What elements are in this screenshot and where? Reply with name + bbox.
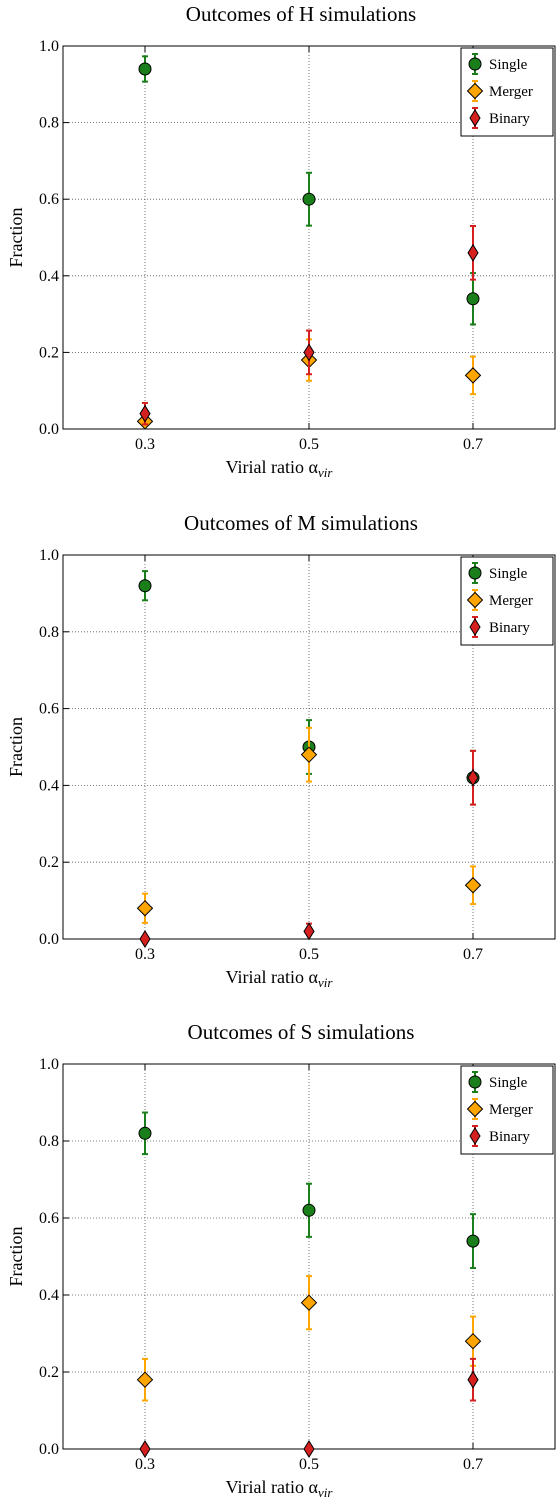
data-point (467, 768, 479, 787)
x-axis-label-subscript: vir (318, 975, 333, 990)
y-tick-label: 0.0 (39, 1441, 59, 1458)
y-tick-label: 0.2 (39, 344, 59, 361)
legend-label: Merger (489, 84, 533, 100)
data-point (139, 930, 151, 948)
y-axis-label: Fraction (6, 1227, 26, 1287)
x-tick-label: 0.5 (299, 1456, 319, 1473)
legend-marker (469, 109, 481, 127)
data-point (300, 746, 318, 763)
data-point (464, 877, 482, 894)
data-point (138, 1126, 152, 1140)
y-tick-label: 0.8 (39, 115, 59, 132)
legend-label: Binary (489, 111, 530, 127)
data-point (300, 1294, 318, 1311)
series-binary (139, 1357, 479, 1458)
y-tick-label: 0.0 (39, 931, 59, 948)
data-point (136, 900, 154, 917)
x-axis-label: Virial ratio αvir (226, 457, 334, 480)
legend-label: Merger (489, 1102, 533, 1118)
data-point (464, 1332, 482, 1350)
y-tick-label: 1.0 (39, 38, 59, 55)
series-single (138, 1111, 480, 1270)
y-tick-label: 0.2 (39, 1364, 59, 1381)
data-point (467, 1370, 479, 1389)
legend: Single Merger Binary (460, 1065, 554, 1155)
legend: Single Merger Binary (460, 47, 554, 137)
x-tick-label: 0.7 (463, 436, 483, 453)
series-single (138, 55, 480, 326)
legend: Single Merger Binary (460, 556, 554, 646)
legend-marker (469, 1127, 481, 1145)
data-point (138, 579, 152, 593)
y-tick-label: 0.2 (39, 854, 59, 871)
legend-label: Single (489, 566, 528, 582)
y-tick-label: 1.0 (39, 547, 59, 564)
x-tick-label: 0.7 (463, 946, 483, 963)
data-point (466, 1234, 480, 1248)
legend-marker (468, 566, 482, 580)
y-tick-label: 0.8 (39, 624, 59, 641)
x-tick-label: 0.3 (135, 946, 155, 963)
legend-label: Merger (489, 593, 533, 609)
x-tick-label: 0.3 (135, 1456, 155, 1473)
y-tick-label: 0.6 (39, 1210, 59, 1227)
series-merger (136, 1275, 482, 1402)
data-point (139, 1440, 151, 1458)
data-point (303, 1440, 315, 1458)
legend-marker (466, 1100, 484, 1118)
legend-marker (466, 591, 484, 609)
x-tick-label: 0.5 (299, 436, 319, 453)
x-axis-label-subscript: vir (318, 465, 333, 480)
y-tick-label: 0.8 (39, 1133, 59, 1150)
y-tick-label: 0.4 (39, 777, 59, 794)
legend-marker (468, 57, 482, 71)
y-tick-label: 0.0 (39, 421, 59, 438)
x-axis-label-subscript: vir (318, 1485, 333, 1500)
series-merger (136, 726, 482, 924)
legend-label: Single (489, 1075, 528, 1091)
chart-panel-3: Outcomes of S simulations 0.0 0.2 0.4 0.6 0.8… (6, 1020, 556, 1500)
data-point (466, 292, 480, 306)
x-tick-label: 0.5 (299, 946, 319, 963)
y-tick-label: 0.4 (39, 268, 59, 285)
data-point (464, 367, 482, 384)
data-point (302, 192, 316, 206)
y-tick-label: 1.0 (39, 1056, 59, 1073)
legend-label: Binary (489, 1129, 530, 1145)
data-point (138, 62, 152, 76)
series-binary (139, 749, 479, 948)
chart-title: Outcomes of S simulations (188, 1020, 415, 1044)
x-axis-label: Virial ratio αvir (226, 1477, 334, 1500)
data-point (302, 1203, 316, 1217)
data-point (467, 243, 479, 262)
legend-marker (468, 1075, 482, 1089)
y-tick-label: 0.6 (39, 191, 59, 208)
y-axis-label: Fraction (6, 208, 26, 268)
x-axis-label: Virial ratio αvir (226, 967, 334, 990)
chart-title: Outcomes of H simulations (186, 2, 416, 26)
series-binary (139, 225, 479, 426)
chart-title: Outcomes of M simulations (184, 511, 418, 535)
x-tick-label: 0.3 (135, 436, 155, 453)
chart-panel-1: Outcomes of H simulations 0.0 0.2 0.4 0.6 0.8… (6, 2, 556, 480)
legend-label: Single (489, 57, 528, 73)
data-point (139, 404, 151, 423)
data-point (136, 1371, 154, 1388)
y-tick-label: 0.4 (39, 1287, 59, 1304)
chart-panel-2: Outcomes of M simulations 0.0 0.2 0.4 0.6 0.8… (6, 511, 556, 990)
legend-marker (469, 618, 481, 636)
legend-label: Binary (489, 620, 530, 636)
data-point (303, 343, 315, 362)
y-tick-label: 0.6 (39, 701, 59, 718)
legend-marker (466, 82, 484, 100)
x-tick-label: 0.7 (463, 1456, 483, 1473)
data-point (303, 922, 315, 941)
y-axis-label: Fraction (6, 717, 26, 777)
